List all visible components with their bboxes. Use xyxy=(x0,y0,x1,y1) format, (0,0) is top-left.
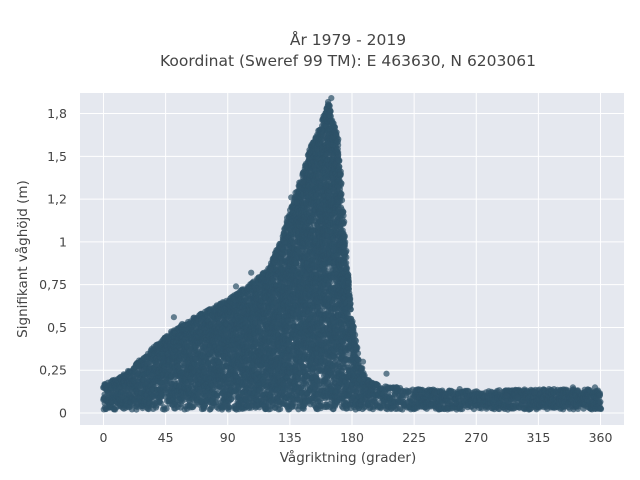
chart-title: År 1979 - 2019 xyxy=(290,30,406,49)
data-point xyxy=(277,406,284,413)
data-point xyxy=(157,399,164,407)
data-point xyxy=(163,405,170,412)
chart-subtitle: Koordinat (Sweref 99 TM): E 463630, N 62… xyxy=(160,52,536,70)
data-point xyxy=(225,403,232,410)
data-points xyxy=(100,95,605,413)
data-point xyxy=(227,396,234,403)
